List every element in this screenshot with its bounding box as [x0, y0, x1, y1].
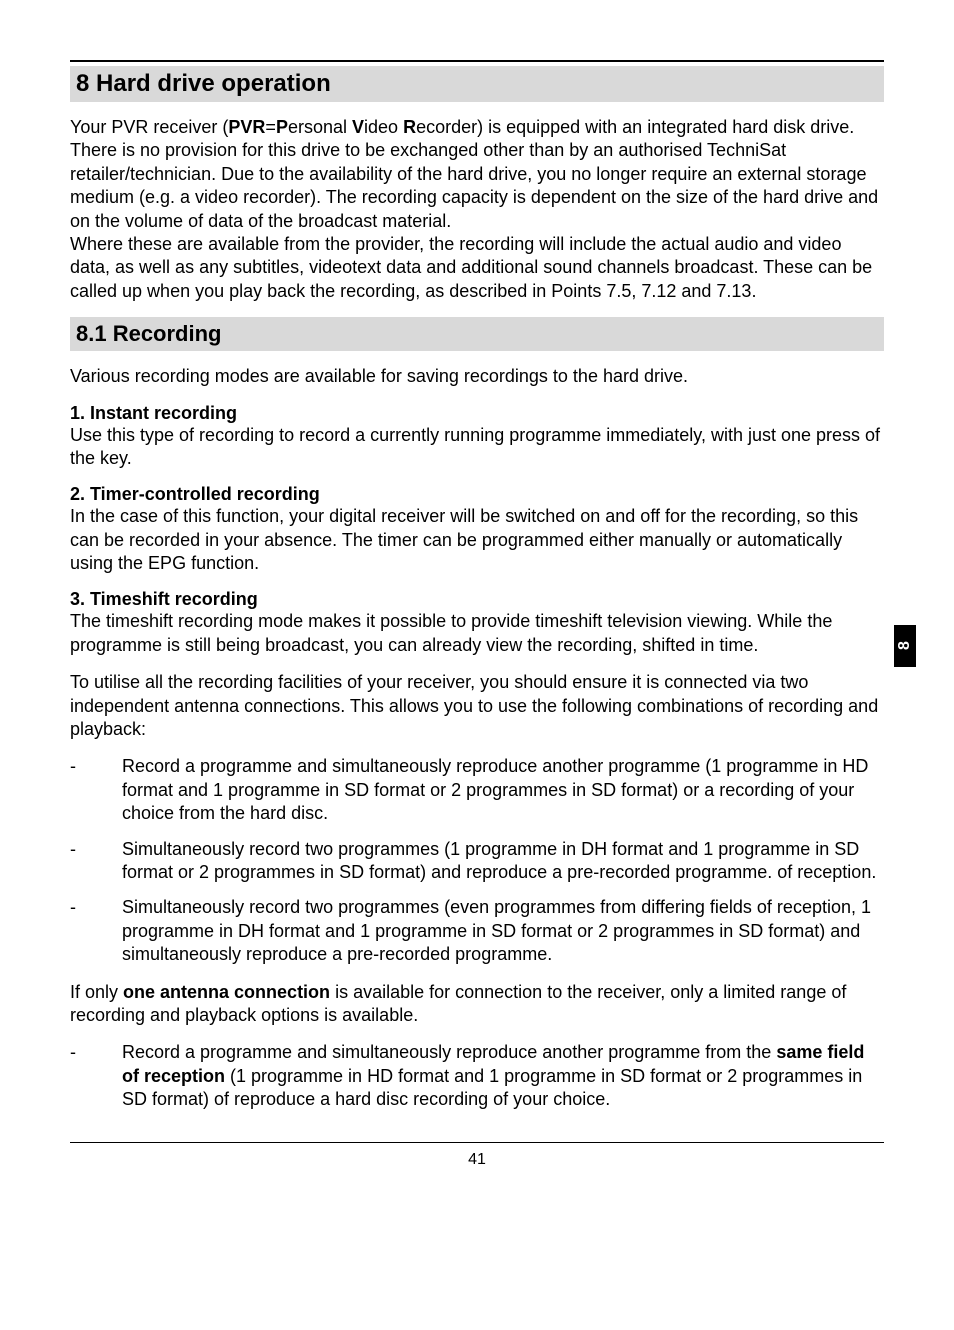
manual-page: 8 Hard drive operation Your PVR receiver… — [0, 0, 954, 1199]
mode-3-title: 3. Timeshift recording — [70, 589, 884, 610]
one-antenna-bold: one antenna connection — [123, 982, 330, 1002]
mode-2: 2. Timer-controlled recording In the cas… — [70, 484, 884, 575]
intro-v: V — [352, 117, 364, 137]
mode-3: 3. Timeshift recording The timeshift rec… — [70, 589, 884, 657]
bullet-dash: - — [70, 1041, 122, 1111]
list-item: - Record a programme and simultaneously … — [70, 1041, 884, 1111]
intro-eq: = — [265, 117, 276, 137]
mode-1-title: 1. Instant recording — [70, 403, 884, 424]
bullet-text: Simultaneously record two programmes (1 … — [122, 838, 884, 885]
one-item-pre: Record a programme and simultaneously re… — [122, 1042, 776, 1062]
one-item-post: (1 programme in HD format and 1 programm… — [122, 1066, 862, 1109]
section-8-intro: Your PVR receiver (PVR=Personal Video Re… — [70, 116, 884, 303]
section-8-heading: 8 Hard drive operation — [70, 66, 884, 102]
two-antenna-list: - Record a programme and simultaneously … — [70, 755, 884, 966]
page-number: 41 — [468, 1151, 486, 1168]
intro-paragraph-1: Your PVR receiver (PVR=Personal Video Re… — [70, 116, 884, 233]
mode-1: 1. Instant recording Use this type of re… — [70, 403, 884, 471]
one-antenna-list: - Record a programme and simultaneously … — [70, 1041, 884, 1111]
mode-2-text: In the case of this function, your digit… — [70, 505, 884, 575]
list-item: - Record a programme and simultaneously … — [70, 755, 884, 825]
intro-ersonal: ersonal — [288, 117, 352, 137]
mode-3-text: The timeshift recording mode makes it po… — [70, 610, 884, 657]
bullet-text: Record a programme and simultaneously re… — [122, 1041, 884, 1111]
intro-r: R — [403, 117, 416, 137]
top-rule — [70, 60, 884, 62]
bullet-dash: - — [70, 896, 122, 966]
intro-paragraph-2: Where these are available from the provi… — [70, 233, 884, 303]
page-footer: 41 — [70, 1142, 884, 1169]
chapter-tab: 8 — [894, 625, 916, 667]
one-antenna-pre: If only — [70, 982, 123, 1002]
two-antenna-intro: To utilise all the recording facilities … — [70, 671, 884, 741]
list-item: - Simultaneously record two programmes (… — [70, 896, 884, 966]
bullet-dash: - — [70, 755, 122, 825]
mode-1-text: Use this type of recording to record a c… — [70, 424, 884, 471]
list-item: - Simultaneously record two programmes (… — [70, 838, 884, 885]
section-8-1-intro: Various recording modes are available fo… — [70, 365, 884, 388]
intro-text: Your PVR receiver ( — [70, 117, 228, 137]
intro-pvr: PVR — [228, 117, 265, 137]
bullet-text: Record a programme and simultaneously re… — [122, 755, 884, 825]
intro-p: P — [276, 117, 288, 137]
bullet-text: Simultaneously record two programmes (ev… — [122, 896, 884, 966]
bullet-dash: - — [70, 838, 122, 885]
one-antenna-intro: If only one antenna connection is availa… — [70, 981, 884, 1028]
mode-2-title: 2. Timer-controlled recording — [70, 484, 884, 505]
intro-ideo: ideo — [364, 117, 403, 137]
section-8-1-heading: 8.1 Recording — [70, 317, 884, 351]
